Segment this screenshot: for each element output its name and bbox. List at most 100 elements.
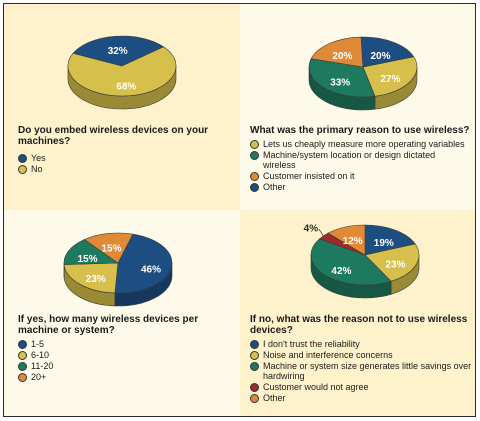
legend-label: 11-20 xyxy=(31,361,54,371)
legend-item: Other xyxy=(250,393,472,403)
pie-leader-line xyxy=(318,228,324,237)
question-primary-reason: What was the primary reason to use wirel… xyxy=(250,125,470,136)
legend-item: Customer would not agree xyxy=(250,382,472,392)
legend-swatch xyxy=(250,362,259,371)
legend-swatch xyxy=(18,351,27,360)
legend-item: Yes xyxy=(18,153,218,163)
pie-chart-primary-reason: 27% 33% 20% 20% xyxy=(308,36,418,111)
pie-label-2: 20% xyxy=(332,51,352,62)
pie-label-3: 4% xyxy=(304,224,319,235)
legend-label: I don't trust the reliability xyxy=(263,339,360,349)
legend-reason-not-wireless: I don't trust the reliability Noise and … xyxy=(250,339,472,404)
pie-label-1: 33% xyxy=(330,78,350,89)
legend-item: 20+ xyxy=(18,372,218,382)
legend-label: 1-5 xyxy=(31,339,45,349)
legend-label: Other xyxy=(263,182,286,192)
legend-label: Customer insisted on it xyxy=(263,171,355,181)
legend-swatch xyxy=(18,362,27,371)
pie-slice-1 xyxy=(308,58,376,98)
panel-reason-not-wireless: 19% 23% 42% 4% 12% If no, what was the reaso… xyxy=(240,210,475,416)
pie-label-3: 20% xyxy=(370,51,390,62)
question-embed-wireless: Do you embed wireless devices on your ma… xyxy=(18,125,209,147)
question-devices-per-machine: If yes, how many wireless devices per ma… xyxy=(18,314,199,336)
pie-label-2: 42% xyxy=(331,266,351,277)
legend-item: Machine/system location or design dictat… xyxy=(250,150,470,170)
legend-swatch xyxy=(250,351,259,360)
pie-slice-0 xyxy=(362,56,418,97)
pie-slice-2 xyxy=(310,238,392,286)
pie-label-0: 32% xyxy=(108,46,128,57)
pie-labels: 27% 33% 20% 20% xyxy=(330,51,400,89)
pie-label-4: 12% xyxy=(343,236,363,247)
pie-slice-0 xyxy=(72,35,165,67)
pie-label-3: 15% xyxy=(101,243,121,254)
panel-embed-wireless: 32% 68% Do you embed wireless devices on … xyxy=(4,4,240,210)
pie-tops xyxy=(67,35,177,97)
pie-slice-3 xyxy=(83,232,134,264)
legend-label: Noise and interference concerns xyxy=(263,350,393,360)
legend-label: Yes xyxy=(31,153,46,163)
legend-swatch xyxy=(250,383,259,392)
pie-labels: 32% 68% xyxy=(108,46,137,92)
legend-swatch xyxy=(18,373,27,382)
legend-item: 11-20 xyxy=(18,361,218,371)
legend-label: Machine or system size generates little … xyxy=(263,361,472,381)
pie-slice-4 xyxy=(327,224,366,256)
pie-tops xyxy=(63,232,173,294)
legend-swatch xyxy=(250,172,259,181)
pie-slice-0 xyxy=(364,224,416,256)
legend-swatch xyxy=(250,340,259,349)
legend-item: Machine or system size generates little … xyxy=(250,361,472,381)
legend-item: No xyxy=(18,164,218,174)
pie-label-0: 19% xyxy=(374,238,394,249)
legend-label: Machine/system location or design dictat… xyxy=(263,150,436,170)
legend-label: Lets us cheaply measure more operating v… xyxy=(263,139,465,149)
pie-slice-2 xyxy=(63,239,119,265)
pie-tops xyxy=(310,224,420,286)
legend-swatch xyxy=(250,140,259,149)
legend-item: Customer insisted on it xyxy=(250,171,470,181)
pie-label-2: 15% xyxy=(77,254,97,265)
pie-slice-1 xyxy=(364,243,420,282)
legend-item: Noise and interference concerns xyxy=(250,350,472,360)
legend-item: Lets us cheaply measure more operating v… xyxy=(250,139,470,149)
pie-label-0: 27% xyxy=(380,74,400,85)
legend-label: No xyxy=(31,164,43,174)
question-reason-not-wireless: If no, what was the reason not to use wi… xyxy=(250,314,468,336)
legend-label: 6-10 xyxy=(31,350,50,360)
pie-tops xyxy=(308,36,418,98)
legend-swatch xyxy=(18,154,27,163)
legend-devices-per-machine: 1-5 6-10 11-20 20+ xyxy=(18,339,218,383)
legend-item: Other xyxy=(250,182,470,192)
pie-chart-reason-not-wireless: 19% 23% 42% 4% 12% xyxy=(304,224,420,299)
panel-primary-reason: 27% 33% 20% 20% What was the primary reason… xyxy=(240,4,475,210)
legend-primary-reason: Lets us cheaply measure more operating v… xyxy=(250,139,470,193)
pie-label-1: 68% xyxy=(116,81,136,92)
legend-embed-wireless: Yes No xyxy=(18,153,218,175)
pie-label-0: 46% xyxy=(141,265,161,276)
pie-slice-1 xyxy=(67,46,177,97)
legend-label: 20+ xyxy=(31,372,47,382)
legend-swatch xyxy=(18,340,27,349)
legend-swatch xyxy=(250,183,259,192)
legend-label: Other xyxy=(263,393,286,403)
legend-swatch xyxy=(18,165,27,174)
survey-figure: 32% 68% Do you embed wireless devices on … xyxy=(3,3,476,417)
legend-item: I don't trust the reliability xyxy=(250,339,472,349)
pie-chart-embed-wireless: 32% 68% xyxy=(67,35,177,110)
pie-slice-3 xyxy=(360,36,415,68)
legend-swatch xyxy=(250,394,259,403)
legend-swatch xyxy=(250,151,259,160)
legend-item: 6-10 xyxy=(18,350,218,360)
pie-slice-2 xyxy=(310,36,364,68)
panel-devices-per-machine: 46% 23% 15% 15% If yes, how many wireless d… xyxy=(4,210,240,416)
pie-slice-0 xyxy=(114,233,173,294)
pie-labels: 19% 23% 42% 4% 12% xyxy=(304,224,406,277)
pie-chart-devices-per-machine: 46% 23% 15% 15% xyxy=(63,232,173,307)
pie-labels: 46% 23% 15% 15% xyxy=(77,243,161,284)
pie-label-1: 23% xyxy=(86,274,106,285)
pie-slice-1 xyxy=(63,262,119,294)
pie-label-1: 23% xyxy=(385,260,405,271)
legend-item: 1-5 xyxy=(18,339,218,349)
legend-label: Customer would not agree xyxy=(263,382,369,392)
